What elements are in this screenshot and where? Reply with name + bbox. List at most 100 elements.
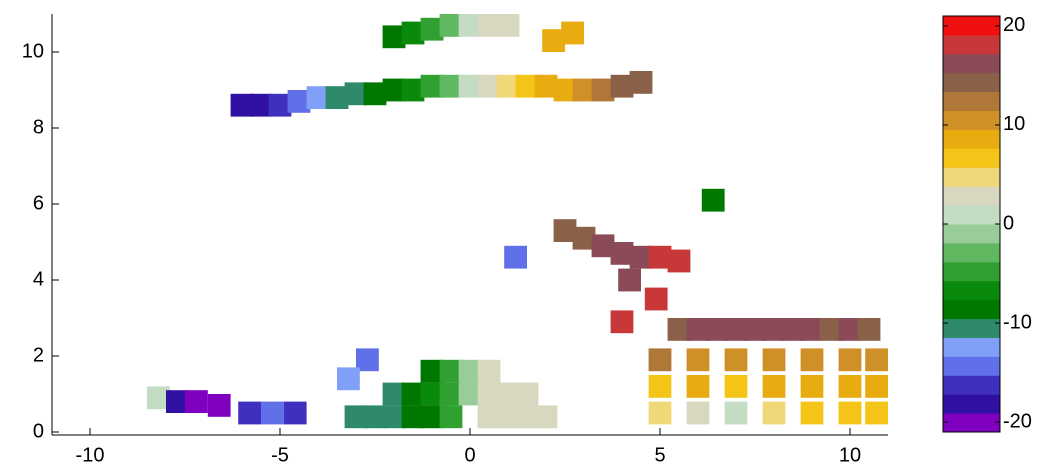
velocity-cell — [477, 359, 501, 383]
velocity-cell — [382, 78, 406, 102]
velocity-cell — [268, 93, 292, 117]
velocity-cell — [591, 78, 615, 102]
colorbar-segment — [943, 186, 1000, 206]
velocity-cell — [572, 78, 596, 102]
velocity-cell — [857, 318, 881, 341]
velocity-cell — [458, 14, 482, 37]
velocity-cell — [838, 318, 862, 341]
colorbar-tick-label: 10 — [1003, 113, 1025, 135]
colorbar-segment — [943, 224, 1000, 244]
velocity-cell — [838, 401, 862, 425]
velocity-cell — [572, 226, 596, 250]
colorbar-segment — [943, 16, 1000, 36]
velocity-cell — [724, 348, 748, 372]
velocity-cell — [337, 367, 360, 391]
velocity-cell — [591, 234, 615, 258]
velocity-cell — [800, 318, 824, 341]
velocity-cell — [762, 318, 786, 341]
velocity-cell — [667, 318, 691, 341]
velocity-cell — [865, 401, 888, 425]
velocity-cell — [238, 401, 261, 425]
x-tick-label: 10 — [839, 444, 861, 466]
velocity-cell — [401, 405, 425, 429]
velocity-cell — [542, 29, 565, 52]
velocity-cell — [629, 71, 653, 94]
velocity-cell — [496, 382, 520, 406]
velocity-cell — [648, 348, 672, 372]
colorbar-segment — [943, 337, 1000, 357]
colorbar-segment — [943, 261, 1000, 282]
velocity-cell — [401, 382, 425, 406]
velocity-cell — [800, 401, 824, 425]
x-tick-label: 0 — [464, 444, 475, 466]
velocity-cell — [686, 348, 710, 372]
velocity-cell — [819, 318, 843, 341]
velocity-cell — [230, 93, 254, 117]
colorbar-segment — [943, 299, 1000, 320]
velocity-cell — [865, 348, 888, 372]
velocity-cell — [610, 74, 634, 98]
velocity-cell — [420, 17, 444, 41]
velocity-cell — [382, 25, 406, 49]
velocity-cell — [648, 375, 672, 398]
colorbar-segment — [943, 394, 1000, 414]
velocity-cell — [458, 359, 482, 383]
velocity-cell — [610, 310, 634, 334]
y-tick-label: 6 — [33, 192, 44, 214]
velocity-cell — [207, 394, 231, 417]
colorbar-segment — [943, 91, 1000, 112]
velocity-cell — [287, 90, 311, 113]
velocity-cell — [439, 14, 463, 37]
velocity-cell — [458, 382, 482, 406]
x-tick-label: -5 — [271, 444, 289, 466]
velocity-cell — [420, 382, 444, 406]
velocity-cell — [800, 348, 824, 372]
velocity-cell — [610, 242, 634, 265]
velocity-cell — [439, 74, 463, 98]
velocity-cell — [439, 382, 463, 406]
colorbar-segment — [943, 129, 1000, 149]
colorbar-segment — [943, 34, 1000, 55]
velocity-cell — [724, 401, 748, 425]
velocity-cell — [838, 348, 862, 372]
velocity-cell — [724, 318, 748, 341]
colorbar-segment — [943, 280, 1000, 301]
velocity-cell — [648, 245, 672, 269]
velocity-cell — [477, 382, 501, 406]
velocity-cell — [553, 219, 577, 242]
velocity-cell — [477, 405, 501, 429]
velocity-cell — [166, 390, 189, 413]
velocity-cell — [534, 405, 558, 429]
velocity-cell — [686, 401, 710, 425]
colorbar-segment — [943, 53, 1000, 74]
colorbar-segment — [943, 318, 1000, 338]
velocity-cell — [701, 188, 725, 212]
velocity-cell — [382, 405, 406, 429]
velocity-cell — [686, 318, 710, 341]
velocity-cell — [515, 405, 539, 429]
velocity-cell — [420, 359, 444, 383]
velocity-cell — [356, 348, 379, 372]
y-tick-label: 2 — [33, 344, 44, 366]
y-tick-label: 8 — [33, 116, 44, 138]
velocity-cell — [458, 74, 482, 98]
velocity-cell — [283, 401, 307, 425]
colorbar-tick-label: -10 — [1003, 311, 1032, 333]
velocity-cell — [344, 405, 368, 429]
velocity-cell — [504, 245, 527, 269]
velocity-cell — [644, 287, 668, 311]
velocity-cell — [249, 93, 273, 117]
colorbar-segment — [943, 413, 1000, 433]
x-tick-label: -10 — [76, 444, 105, 466]
colorbar-tick-label: 20 — [1003, 14, 1025, 36]
colorbar-segment — [943, 205, 1000, 225]
velocity-cell — [534, 74, 558, 98]
velocity-cell — [147, 386, 170, 410]
velocity-cell — [496, 74, 520, 98]
velocity-cell — [618, 268, 641, 292]
velocity-cell — [865, 375, 888, 398]
velocity-cell — [496, 405, 520, 429]
velocity-cell — [477, 74, 501, 98]
velocity-cell — [800, 375, 824, 398]
